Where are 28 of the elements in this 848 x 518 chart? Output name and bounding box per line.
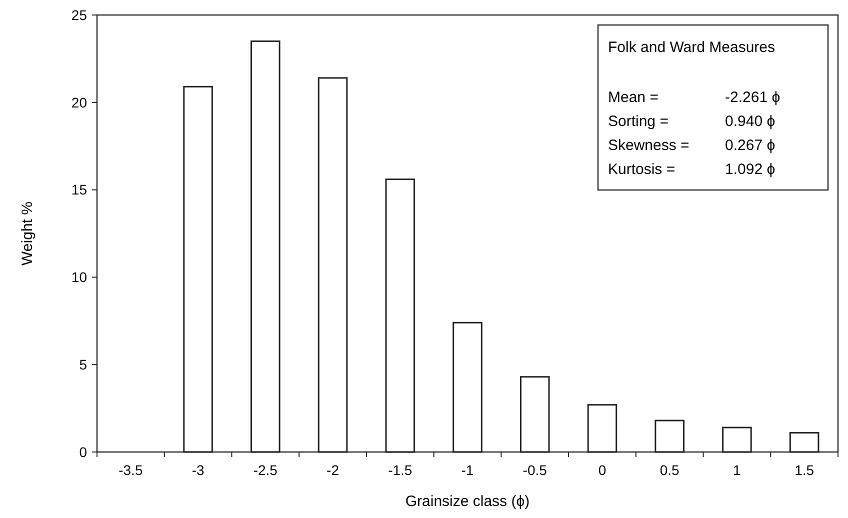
x-tick-label: -0.5 bbox=[522, 462, 548, 478]
x-tick-label: 0 bbox=[598, 462, 606, 478]
y-tick-label: 25 bbox=[71, 6, 88, 23]
x-tick-label: 1 bbox=[733, 462, 742, 478]
x-tick-label: -3.5 bbox=[118, 462, 143, 478]
annotation: 0.940 ϕ bbox=[725, 113, 776, 130]
x-tick-label: -1 bbox=[461, 462, 474, 478]
annotation: Folk and Ward Measures bbox=[608, 39, 776, 56]
y-tick-label: 10 bbox=[71, 269, 88, 286]
y-tick-label: 20 bbox=[71, 94, 88, 110]
x-axis-title: Grainsize class (ϕ) bbox=[405, 493, 530, 510]
annotation: Skewness = bbox=[608, 137, 690, 154]
x-tick-label: -2.5 bbox=[253, 462, 278, 478]
y-tick-label: 0 bbox=[79, 444, 88, 460]
y-axis-title: Weight % bbox=[19, 202, 36, 266]
annotation: Mean = bbox=[608, 89, 659, 106]
annotation: Kurtosis = bbox=[608, 161, 676, 178]
annotation: 0.267 ϕ bbox=[725, 137, 776, 154]
annotation: -2.261 ϕ bbox=[725, 89, 780, 106]
x-tick-label: 1.5 bbox=[794, 462, 814, 478]
y-tick-label: 5 bbox=[79, 356, 88, 372]
annotation: Sorting = bbox=[608, 113, 669, 130]
x-tick-label: -2 bbox=[326, 462, 340, 478]
x-tick-label: -1.5 bbox=[388, 462, 412, 478]
x-tick-label: -3 bbox=[192, 462, 204, 478]
annotation: 1.092 ϕ bbox=[725, 161, 776, 178]
y-tick-label: 15 bbox=[71, 182, 88, 198]
x-tick-label: 0.5 bbox=[660, 462, 680, 478]
